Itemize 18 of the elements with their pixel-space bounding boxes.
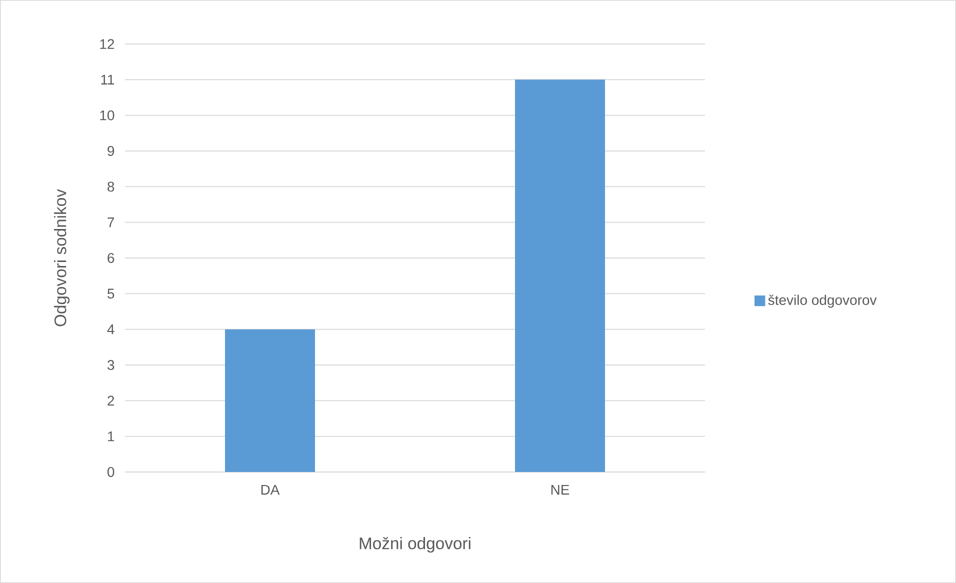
y-tick-label: 2 (108, 396, 114, 406)
x-axis-title: Možni odgovori (360, 536, 470, 553)
y-tick-label: 12 (100, 39, 114, 49)
y-tick-label: 6 (108, 253, 114, 263)
y-tick-label: 9 (108, 146, 114, 156)
x-tick-label: NE (551, 484, 570, 495)
legend-label: število odgovorov (768, 294, 877, 308)
x-tick-label: DA (261, 484, 280, 495)
y-tick-label: 8 (108, 182, 114, 192)
y-tick-label: 4 (107, 324, 114, 334)
y-tick-label: 7 (108, 218, 114, 228)
y-tick-label: 0 (107, 467, 114, 477)
y-tick-label: 5 (108, 288, 114, 299)
y-tick-label: 11 (101, 74, 114, 84)
y-axis-title: Odgovori sodnikov (54, 189, 70, 326)
y-tick-label: 1 (108, 432, 114, 442)
y-tick-label: 3 (107, 360, 114, 370)
y-tick-label: 10 (100, 110, 114, 120)
